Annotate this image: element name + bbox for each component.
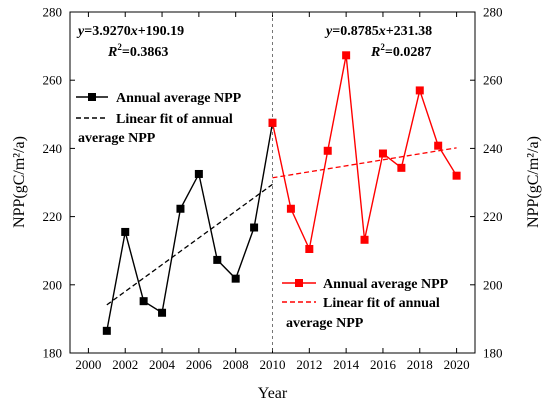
x-tick-label: 2006 [186,357,213,372]
x-tick-label: 2018 [407,357,433,372]
data-point-black [121,227,130,236]
series-line-red [271,55,458,252]
y-tick-label-right: 260 [483,73,503,88]
legend-black: Annual average NPP Linear fit of annual … [76,91,242,146]
x-tick-label: 2016 [370,357,397,372]
right-equation: y=0.8785x+231.38 [324,24,432,39]
x-tick-label: 2014 [333,357,360,372]
y-tick-label-left: 240 [43,141,63,156]
data-point-black [194,169,203,178]
right-r-squared: R2=0.0287 [370,42,431,60]
fit-line-black [106,183,273,306]
x-tick-label: 2002 [112,357,138,372]
series-line-black [106,122,274,331]
x-tick-label: 2010 [260,357,286,372]
data-point-red [305,244,314,253]
legend-red-series-marker [295,279,303,287]
y-axis-title-right: NPP(gC/m²/a) [525,136,542,228]
left-r-squared: R2=0.3863 [107,42,168,60]
data-point-red [342,51,351,60]
y-tick-label-right: 280 [483,5,503,20]
x-tick-label: 2004 [149,357,176,372]
data-point-red [360,235,369,244]
y-tick-label-right: 240 [483,141,503,156]
y-tick-label-left: 180 [43,346,63,361]
data-point-red [268,118,277,127]
y-axis-title-left: NPP(gC/m²/a) [11,136,28,228]
y-tick-label-right: 200 [483,277,503,292]
x-tick-label: 2020 [444,357,470,372]
x-tick-label: 2000 [75,357,101,372]
legend-red-fit-label-2: average NPP [286,316,364,331]
legend-red: Annual average NPP Linear fit of annual … [282,277,449,331]
data-point-black [213,255,222,264]
legend-red-series-label: Annual average NPP [323,277,449,292]
legend-red-fit-label-1: Linear fit of annual [323,296,440,311]
y-tick-label-left: 280 [43,5,63,20]
fit-lines [106,147,457,306]
legend-black-fit-label-1: Linear fit of annual [116,112,233,127]
x-tick-label: 2012 [296,357,322,372]
data-point-black [250,223,259,232]
legend-black-series-marker [88,93,96,101]
y-tick-label-left: 260 [43,73,63,88]
data-point-red [434,141,443,150]
data-point-red [378,149,387,158]
data-point-red [397,163,406,172]
y-tick-label-right: 180 [483,346,503,361]
y-tick-label-right: 220 [483,209,503,224]
data-point-black [102,326,111,335]
legend-black-series-label: Annual average NPP [116,91,242,106]
data-point-black [139,297,148,306]
data-point-black [158,308,167,317]
data-point-black [176,204,185,213]
data-series [102,51,461,335]
y-tick-label-left: 200 [43,277,63,292]
legend-black-fit-label-2: average NPP [78,131,156,146]
y-tick-label-left: 220 [43,209,63,224]
axis-tick-labels: 2000 2002 2004 2006 2008 2010 2012 2014 2016 2018… [43,5,503,373]
fit-line-red [272,147,457,179]
left-equation: y=3.9270x+190.19 [76,24,184,39]
x-axis-title: Year [258,385,288,402]
data-point-red [286,204,295,213]
x-tick-label: 2008 [223,357,249,372]
data-point-black [231,274,240,283]
data-point-red [323,146,332,155]
data-point-red [452,171,461,180]
data-point-red [415,86,424,95]
